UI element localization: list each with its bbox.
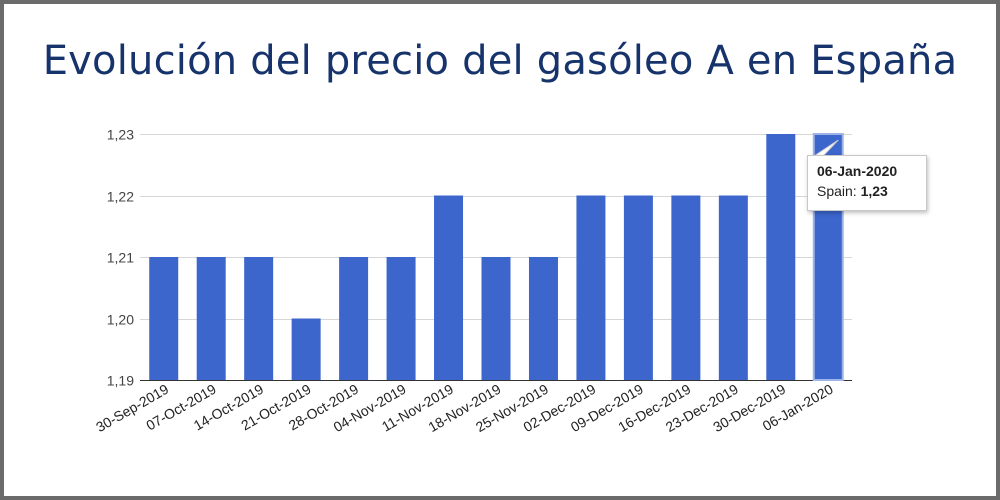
bar[interactable] xyxy=(481,257,511,380)
bar[interactable] xyxy=(528,257,558,380)
bar[interactable] xyxy=(291,318,321,381)
bar[interactable] xyxy=(576,195,606,381)
bar[interactable] xyxy=(671,195,701,381)
bar[interactable] xyxy=(196,257,226,380)
y-tick-label: 1,19 xyxy=(107,373,134,389)
tooltip-value-row: Spain: 1,23 xyxy=(817,181,917,201)
bar[interactable] xyxy=(718,195,748,381)
y-tick-label: 1,22 xyxy=(107,189,134,205)
tooltip-date: 06-Jan-2020 xyxy=(817,163,898,179)
y-tick-label: 1,20 xyxy=(107,312,134,328)
y-tick-label: 1,21 xyxy=(107,250,134,266)
bar[interactable] xyxy=(244,257,274,380)
tooltip-series-label: Spain: xyxy=(817,183,857,199)
y-axis-ticks: 1,19 1,20 1,21 1,22 1,23 xyxy=(107,127,134,389)
bar[interactable] xyxy=(149,257,179,380)
bar[interactable] xyxy=(386,257,416,380)
tooltip-value: 1,23 xyxy=(860,183,888,199)
bar[interactable] xyxy=(623,195,653,381)
chart-title: Evolución del precio del gasóleo A en Es… xyxy=(42,38,958,84)
bar[interactable] xyxy=(339,257,369,380)
bar[interactable] xyxy=(434,195,464,381)
y-tick-label: 1,23 xyxy=(107,127,134,143)
bar-tooltip: 06-Jan-2020 Spain: 1,23 xyxy=(807,155,927,211)
bars xyxy=(149,133,844,381)
bar[interactable] xyxy=(766,134,796,380)
